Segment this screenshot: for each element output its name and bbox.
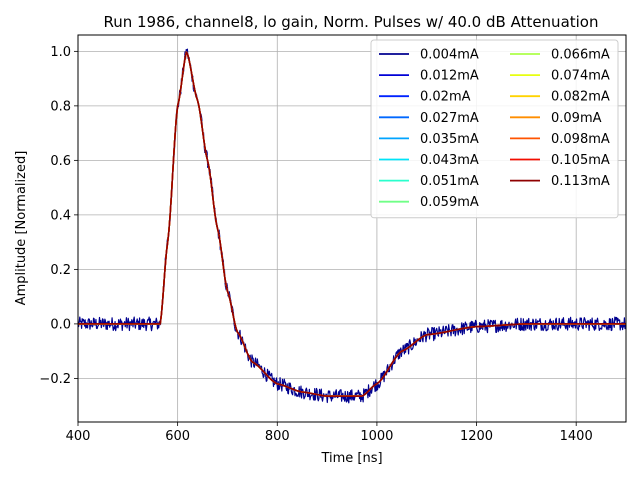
series-line-0.113mA [78, 51, 626, 397]
legend-label: 0.082mA [551, 90, 610, 105]
axes-frame [77, 34, 627, 423]
legend-label: 0.027mA [420, 111, 479, 126]
legend-label: 0.035mA [420, 132, 479, 147]
chart-title: Run 1986, channel8, lo gain, Norm. Pulse… [103, 13, 598, 31]
y-axis-label: Amplitude [Normalized] [14, 151, 29, 306]
legend-label: 0.105mA [551, 153, 610, 168]
legend-label: 0.012mA [420, 69, 479, 84]
legend-label: 0.043mA [420, 153, 479, 168]
legend-label: 0.051mA [420, 174, 479, 189]
y-tick-label: 0.4 [50, 208, 71, 223]
legend-label: 0.098mA [551, 132, 610, 147]
legend-label: 0.074mA [551, 69, 610, 84]
x-tick-label: 600 [165, 429, 190, 444]
y-tick-label: 1.0 [50, 45, 71, 60]
y-axis-ticks: −0.2 0.0 0.2 0.4 0.6 0.8 1.0 [39, 45, 78, 387]
legend-label: 0.004mA [420, 48, 479, 63]
x-tick-label: 800 [265, 429, 290, 444]
legend: 0.004mA 0.012mA 0.02mA 0.027mA 0.035mA 0.043m… [370, 39, 619, 219]
legend-label: 0.113mA [551, 174, 610, 189]
legend-label: 0.02mA [420, 90, 471, 105]
x-axis-ticks: 400 600 800 1000 1200 1400 [66, 422, 593, 444]
x-tick-label: 1200 [460, 429, 493, 444]
x-tick-label: 1000 [360, 429, 393, 444]
legend-frame [370, 39, 619, 219]
y-tick-label: 0.0 [50, 317, 71, 332]
y-tick-label: 0.2 [50, 263, 71, 278]
y-tick-label: 0.8 [50, 99, 71, 114]
series-lines [78, 48, 626, 404]
x-tick-label: 1400 [560, 429, 593, 444]
x-axis-label: Time [ns] [320, 451, 382, 466]
x-tick-label: 400 [66, 429, 91, 444]
y-tick-label: −0.2 [39, 372, 71, 387]
y-tick-label: 0.6 [50, 154, 71, 169]
legend-label: 0.066mA [551, 48, 610, 63]
legend-label: 0.09mA [551, 111, 602, 126]
legend-label: 0.059mA [420, 195, 479, 210]
